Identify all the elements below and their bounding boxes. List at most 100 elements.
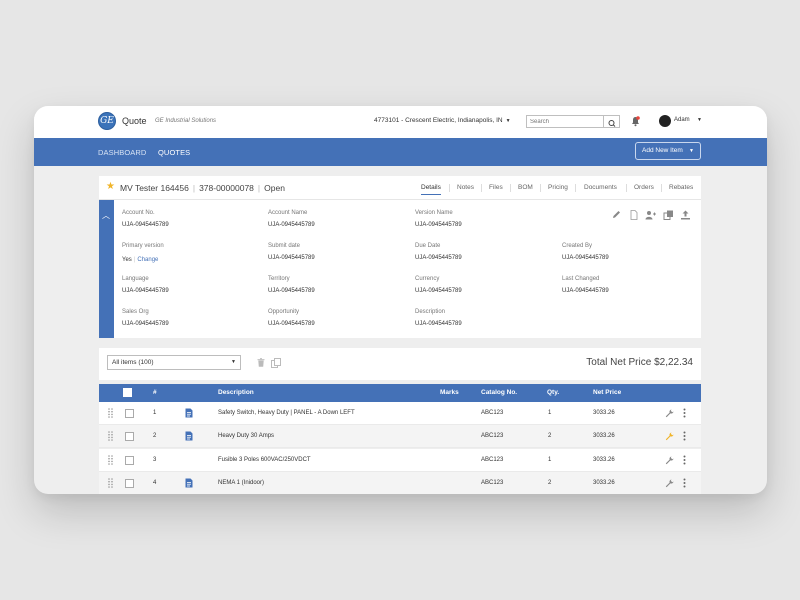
row-net-price: 3033.26 (593, 410, 615, 416)
account-no-value: UJA-0945445789 (122, 222, 169, 228)
row-checkbox[interactable] (125, 409, 134, 418)
more-options-icon[interactable] (683, 431, 686, 441)
row-number: 3 (153, 457, 157, 463)
more-options-icon[interactable] (683, 478, 686, 488)
sales-org-label: Sales Org (122, 309, 149, 315)
row-catalog: ABC123 (481, 457, 504, 463)
row-net-price: 3033.26 (593, 457, 615, 463)
tab-bom[interactable]: BOM (518, 184, 533, 191)
wrench-icon[interactable] (665, 409, 674, 418)
nav-item-dashboard[interactable]: DASHBOARD (98, 148, 147, 157)
main-nav: DASHBOARD QUOTES Add New Item ▼ (34, 138, 767, 166)
total-net-price: Total Net Price $2,22.34 (586, 357, 693, 368)
row-checkbox[interactable] (125, 432, 134, 441)
upload-icon[interactable] (680, 210, 691, 220)
more-options-icon[interactable] (683, 408, 686, 418)
chevron-down-icon[interactable]: ▼ (697, 117, 702, 123)
territory-label: Territory (268, 276, 290, 282)
due-date-label: Due Date (415, 243, 441, 249)
column-marks[interactable]: Marks (440, 389, 459, 396)
language-value: UJA-0945445789 (122, 288, 169, 294)
row-checkbox[interactable] (125, 456, 134, 465)
drag-handle-icon[interactable] (108, 455, 113, 465)
document-icon[interactable] (628, 210, 639, 220)
tab-files[interactable]: Files (489, 184, 503, 191)
quote-detail-card: ★ MV Tester 164456 | 378-00000078 | Open Det… (99, 176, 701, 338)
change-link[interactable]: Change (137, 257, 159, 263)
tab-documents[interactable]: Documents (584, 184, 617, 191)
trash-icon[interactable] (257, 358, 265, 367)
drag-handle-icon[interactable] (108, 478, 113, 488)
quote-number: 378-00000078 (199, 183, 254, 193)
document-icon[interactable] (185, 478, 193, 488)
app-subtitle: GE Industrial Solutions (155, 118, 217, 124)
chevron-up-icon: ︿ (102, 211, 110, 220)
column-net-price[interactable]: Net Price (593, 389, 622, 396)
row-description: Safety Switch, Heavy Duty | PANEL - A Do… (218, 410, 355, 416)
search-button[interactable] (603, 116, 619, 127)
column-qty[interactable]: Qty. (547, 389, 560, 396)
row-catalog: ABC123 (481, 410, 504, 416)
items-filter-select[interactable]: All items (100) ▼ (107, 355, 241, 370)
row-qty: 1 (548, 410, 552, 416)
user-name[interactable]: Adam (674, 117, 690, 123)
table-row[interactable]: 2 Heavy Duty 30 Amps ABC123 2 3033.26 (99, 425, 701, 448)
copy-icon[interactable] (271, 358, 281, 368)
star-icon[interactable]: ★ (106, 181, 115, 192)
row-number: 2 (153, 433, 157, 439)
collapse-button[interactable]: ︿ (99, 200, 114, 338)
submit-date-label: Submit date (268, 243, 301, 249)
more-options-icon[interactable] (683, 455, 686, 465)
account-no-label: Account No. (122, 210, 155, 216)
wrench-icon[interactable] (665, 456, 674, 465)
table-row[interactable]: 3 Fusible 3 Poles 600VAC/250VDCT ABC123 1 30… (99, 449, 701, 472)
row-net-price: 3033.26 (593, 433, 615, 439)
account-selector[interactable]: 4773101 - Crescent Electric, Indianapoli… (374, 117, 511, 124)
ge-logo-icon[interactable]: GE (98, 112, 116, 130)
row-qty: 1 (548, 457, 552, 463)
row-checkbox[interactable] (125, 479, 134, 488)
drag-handle-icon[interactable] (108, 408, 113, 418)
top-header: GE Quote GE Industrial Solutions 4773101… (34, 106, 767, 138)
document-icon[interactable] (185, 408, 193, 418)
select-all-checkbox[interactable] (123, 388, 132, 397)
tab-notes[interactable]: Notes (457, 184, 474, 191)
opportunity-label: Opportunity (268, 309, 300, 315)
add-new-item-button[interactable]: Add New Item ▼ (635, 142, 701, 160)
row-description: Heavy Duty 30 Amps (218, 433, 275, 439)
add-user-icon[interactable] (645, 210, 656, 220)
row-description: NEMA 1 (Inidoor) (218, 480, 265, 486)
items-filter-value: All items (100) (112, 359, 154, 366)
drag-handle-icon[interactable] (108, 431, 113, 441)
column-catalog[interactable]: Catalog No. (481, 389, 518, 396)
tab-rebates[interactable]: Rebates (669, 184, 694, 191)
wrench-icon[interactable] (665, 479, 674, 488)
row-qty: 2 (548, 433, 552, 439)
wrench-icon[interactable] (665, 432, 674, 441)
notification-bell-icon[interactable] (631, 116, 640, 127)
version-name-value: UJA-0945445789 (415, 222, 462, 228)
submit-date-value: UJA-0945445789 (268, 255, 315, 261)
account-name-value: UJA-0945445789 (268, 222, 315, 228)
document-icon[interactable] (185, 431, 193, 441)
copy-icon[interactable] (663, 210, 674, 220)
row-number: 4 (153, 480, 157, 486)
table-row[interactable]: 4 NEMA 1 (Inidoor) ABC123 2 3033.26 (99, 472, 701, 494)
nav-item-quotes[interactable]: QUOTES (158, 148, 191, 157)
due-date-value: UJA-0945445789 (415, 255, 462, 261)
edit-icon[interactable] (611, 210, 622, 220)
quote-details: ︿ Account No. UJA-0945445789 Account Nam… (99, 200, 701, 338)
created-by-value: UJA-0945445789 (562, 255, 609, 261)
row-net-price: 3033.26 (593, 480, 615, 486)
tab-orders[interactable]: Orders (634, 184, 654, 191)
search-input[interactable] (527, 116, 603, 127)
created-by-label: Created By (562, 243, 593, 249)
tab-details[interactable]: Details (421, 184, 441, 195)
add-new-item-label: Add New Item (642, 147, 683, 154)
row-number: 1 (153, 410, 157, 416)
version-name-label: Version Name (415, 210, 453, 216)
table-row[interactable]: 1 Safety Switch, Heavy Duty | PANEL - A D… (99, 402, 701, 425)
avatar[interactable] (659, 115, 671, 127)
tab-pricing[interactable]: Pricing (548, 184, 568, 191)
column-description[interactable]: Description (218, 389, 254, 396)
